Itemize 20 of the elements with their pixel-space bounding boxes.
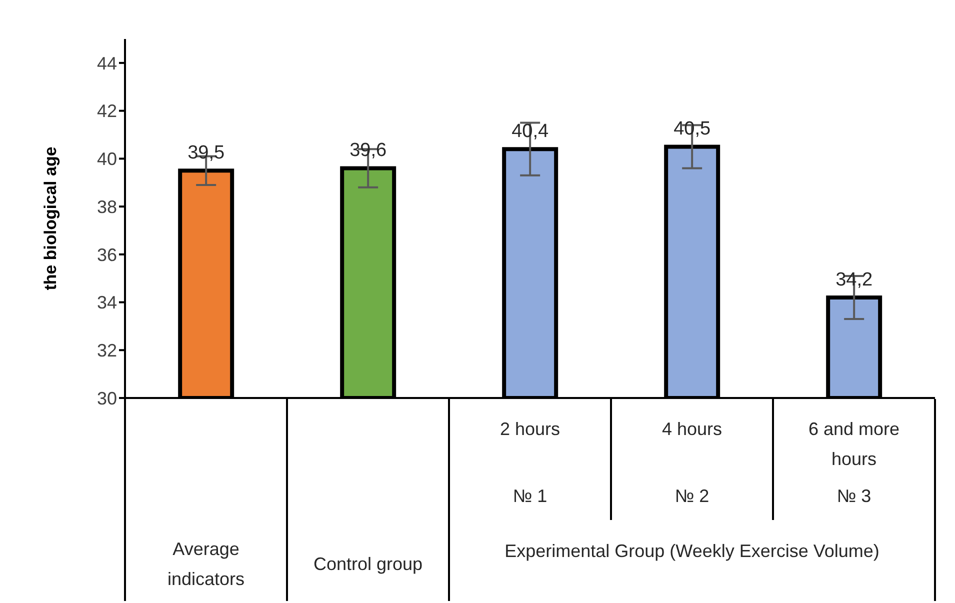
x-tick-label: 2 hours <box>500 418 560 439</box>
y-tick-label: 36 <box>96 244 117 265</box>
y-tick-label: 44 <box>96 53 117 74</box>
x-tick-label: 6 and more hours <box>808 418 900 469</box>
text: Experimental Group (Weekly Exercise Volume) <box>504 540 880 561</box>
y-tick-label: 40 <box>96 149 117 170</box>
data-label: 39,6 <box>350 140 387 162</box>
y-axis-title: the biological age <box>41 146 60 290</box>
text: № 3 <box>836 486 872 506</box>
text: Average indicators <box>167 538 245 589</box>
y-tick-label: 30 <box>96 388 117 408</box>
y-tick-label: 42 <box>96 101 117 122</box>
data-label: 39,5 <box>188 142 225 164</box>
text: Control group <box>313 554 423 574</box>
text: № 1 <box>512 486 548 506</box>
text: № 2 <box>674 486 710 506</box>
y-tick-label: 32 <box>96 340 117 361</box>
y-tick-label: 38 <box>96 196 117 217</box>
x-tick-label: 4 hours <box>662 418 722 439</box>
y-tick-label: 34 <box>96 292 117 313</box>
